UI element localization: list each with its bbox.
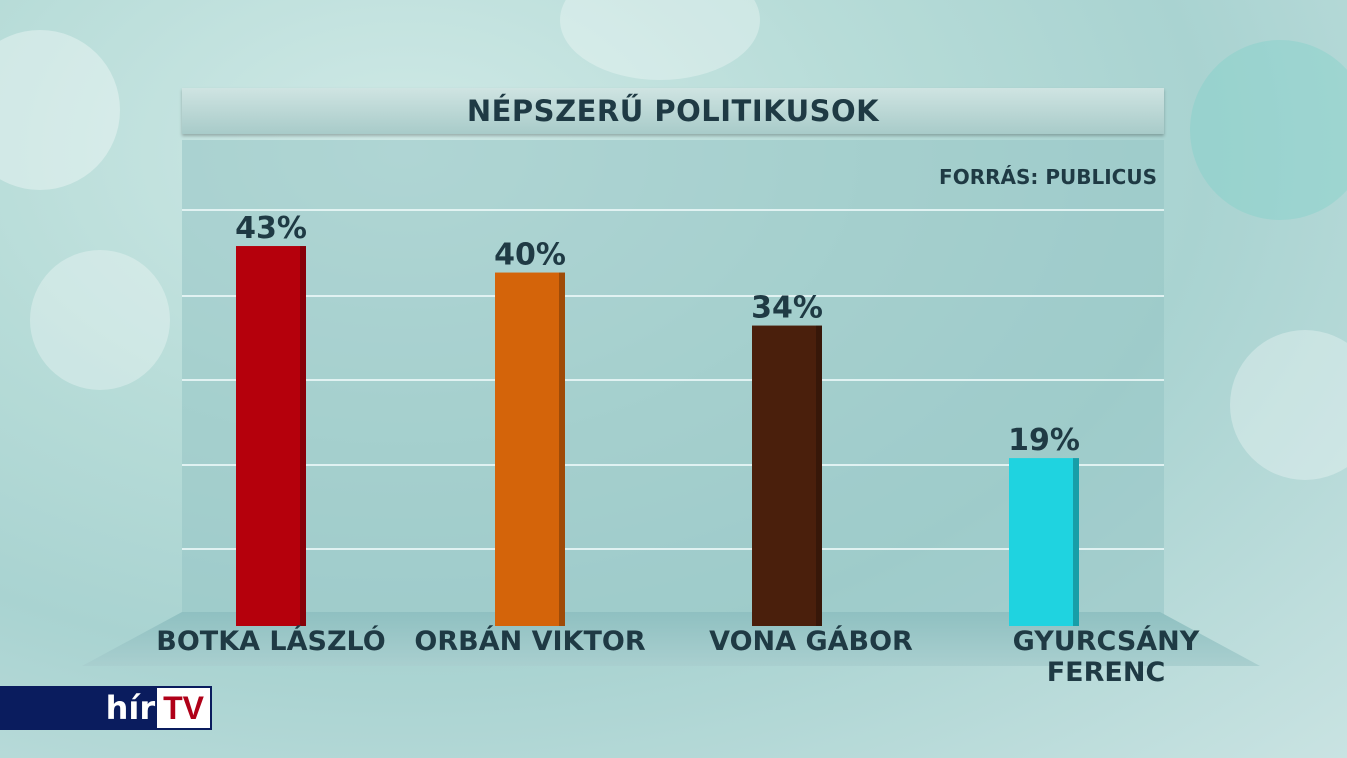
data-label: 40% bbox=[494, 238, 566, 273]
bar bbox=[236, 246, 306, 626]
data-label: 34% bbox=[751, 291, 823, 326]
bar-shade bbox=[559, 272, 565, 626]
data-label: 43% bbox=[235, 211, 307, 246]
bar-group: 40% bbox=[494, 238, 566, 626]
data-label: 19% bbox=[1008, 423, 1080, 458]
bar bbox=[1009, 458, 1079, 626]
bar-shade bbox=[300, 246, 306, 626]
bar-shade bbox=[1073, 458, 1079, 626]
bar-group: 43% bbox=[235, 211, 307, 626]
bar-group: 34% bbox=[751, 291, 823, 626]
chart-title-bar: NÉPSZERŰ POLITIKUSOK bbox=[182, 88, 1164, 134]
logo-hir-text: hír bbox=[105, 689, 156, 727]
category-label: BOTKA LÁSZLÓ bbox=[156, 626, 386, 657]
category-label: ORBÁN VIKTOR bbox=[414, 626, 646, 657]
bar bbox=[495, 272, 565, 626]
category-label: VONA GÁBOR bbox=[709, 626, 913, 657]
logo-tv-text: TV bbox=[157, 688, 210, 728]
bar bbox=[752, 325, 822, 626]
bar-shade bbox=[816, 325, 822, 626]
hirtv-logo: hír TV bbox=[0, 686, 212, 730]
source-note: FORRÁS: PUBLICUS bbox=[939, 165, 1157, 189]
category-label: GYURCSÁNY FERENC bbox=[1012, 626, 1200, 688]
bar-group: 19% bbox=[1008, 423, 1080, 626]
chart-title: NÉPSZERŰ POLITIKUSOK bbox=[466, 94, 880, 128]
plot-area bbox=[182, 140, 1164, 616]
